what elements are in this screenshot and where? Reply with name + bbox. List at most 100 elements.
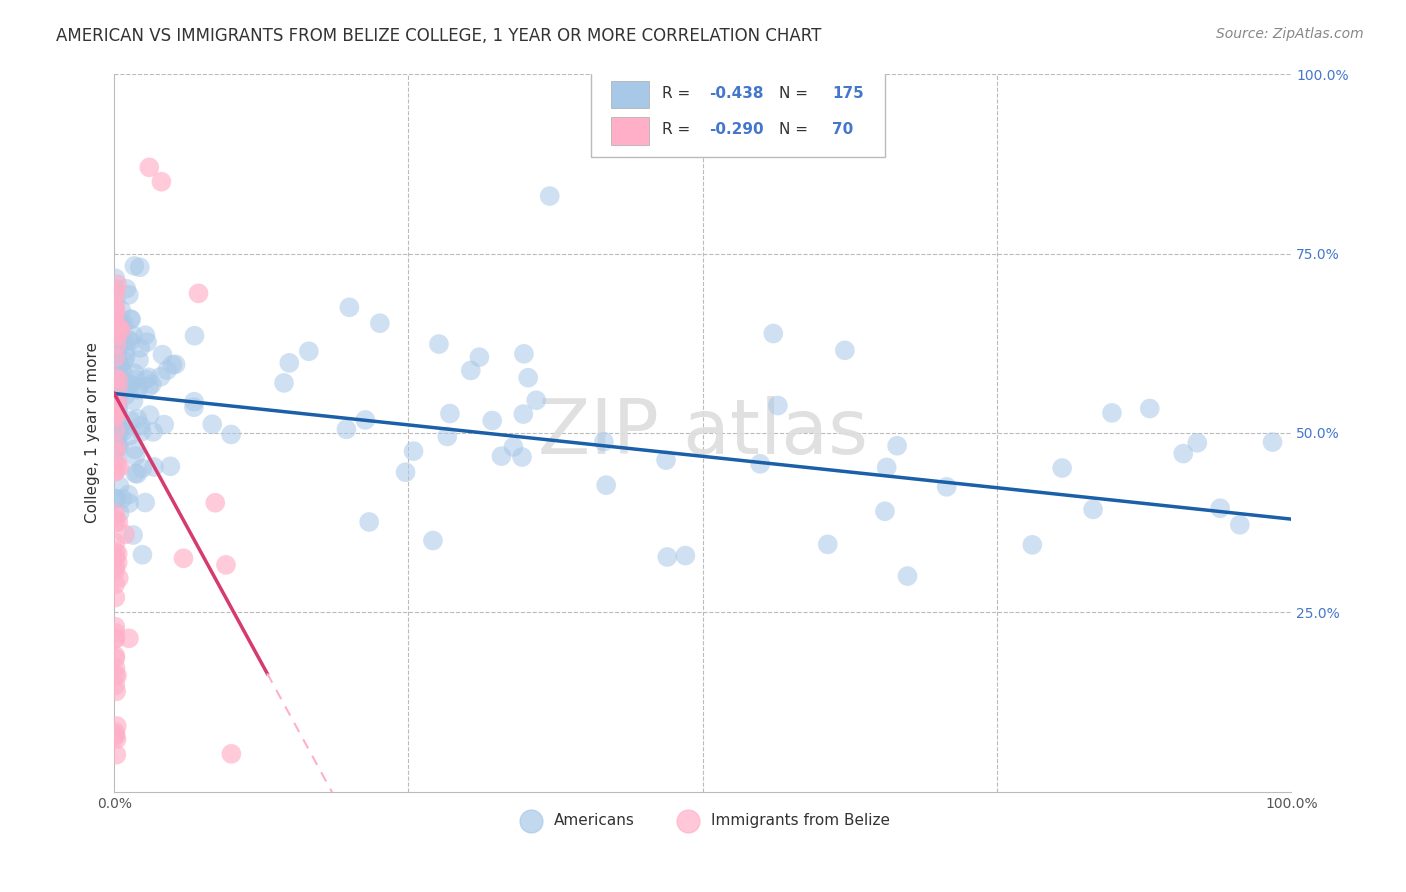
Point: [107, 402, 129, 417]
Point: [127, 380, 149, 394]
Point: [104, 660, 127, 674]
Point: [104, 377, 127, 392]
Point: [104, 434, 127, 449]
Point: [107, 372, 129, 386]
Text: 175: 175: [832, 86, 865, 101]
Point: [134, 495, 156, 509]
Point: [107, 515, 129, 529]
Point: [655, 453, 678, 467]
Point: [394, 465, 416, 479]
Point: [127, 411, 149, 425]
Point: [104, 314, 127, 328]
Point: [335, 422, 357, 436]
Point: [104, 442, 127, 456]
Point: [120, 312, 142, 326]
Point: [105, 351, 128, 365]
Point: [673, 549, 696, 563]
Point: [105, 426, 128, 441]
Point: [439, 407, 461, 421]
Point: [105, 320, 128, 334]
Point: [427, 337, 450, 351]
Point: [215, 558, 238, 572]
Point: [105, 378, 128, 392]
Point: [104, 409, 127, 424]
Point: [114, 349, 136, 363]
Point: [104, 669, 127, 683]
Point: [817, 537, 839, 551]
Point: [104, 511, 127, 525]
Point: [159, 459, 181, 474]
Point: [221, 747, 243, 761]
Point: [104, 535, 127, 549]
Legend: Americans, Immigrants from Belize: Americans, Immigrants from Belize: [509, 807, 896, 835]
Point: [104, 289, 127, 303]
Point: [131, 461, 153, 475]
Point: [120, 334, 142, 349]
Point: [105, 338, 128, 352]
Point: [104, 651, 127, 665]
Point: [122, 328, 145, 343]
Point: [298, 344, 321, 359]
Point: [104, 648, 127, 663]
Point: [104, 625, 127, 640]
Point: [935, 480, 957, 494]
Point: [108, 427, 131, 442]
Point: [104, 382, 127, 396]
Point: [104, 329, 127, 343]
Point: [104, 323, 127, 337]
Point: [138, 161, 160, 175]
Point: [512, 407, 534, 421]
Point: [129, 419, 152, 434]
Point: [172, 551, 194, 566]
Point: [104, 725, 127, 739]
Point: [117, 333, 139, 347]
Point: [105, 684, 128, 698]
Point: [105, 732, 128, 747]
Point: [117, 487, 139, 501]
Y-axis label: College, 1 year or more: College, 1 year or more: [86, 343, 100, 524]
FancyBboxPatch shape: [591, 67, 886, 157]
Point: [107, 401, 129, 416]
Point: [110, 361, 132, 376]
Point: [517, 370, 540, 384]
Point: [538, 189, 561, 203]
Point: [104, 320, 127, 334]
Point: [876, 460, 898, 475]
Point: [120, 312, 142, 326]
Point: [124, 442, 146, 457]
Text: N =: N =: [779, 86, 813, 101]
Point: [104, 388, 127, 402]
Point: [108, 385, 131, 400]
Point: [107, 342, 129, 356]
Point: [149, 369, 172, 384]
Point: [104, 413, 127, 427]
Point: [105, 324, 128, 338]
Point: [104, 351, 127, 365]
Point: [762, 326, 785, 341]
Point: [104, 632, 127, 646]
Point: [104, 282, 127, 296]
Point: [592, 434, 614, 449]
Point: [187, 286, 209, 301]
Point: [402, 444, 425, 458]
Point: [107, 571, 129, 585]
Point: [114, 388, 136, 402]
Point: [104, 544, 127, 558]
FancyBboxPatch shape: [612, 118, 648, 145]
Text: AMERICAN VS IMMIGRANTS FROM BELIZE COLLEGE, 1 YEAR OR MORE CORRELATION CHART: AMERICAN VS IMMIGRANTS FROM BELIZE COLLE…: [56, 27, 821, 45]
Point: [107, 556, 129, 570]
Point: [468, 350, 491, 364]
Point: [105, 318, 128, 332]
Point: [1187, 435, 1209, 450]
Point: [162, 358, 184, 372]
Text: Source: ZipAtlas.com: Source: ZipAtlas.com: [1216, 27, 1364, 41]
Point: [108, 333, 131, 347]
Point: [124, 259, 146, 273]
Point: [107, 394, 129, 409]
Text: 70: 70: [832, 122, 853, 137]
Point: [104, 433, 127, 447]
Point: [104, 359, 127, 373]
Point: [124, 449, 146, 463]
Point: [104, 362, 127, 376]
Point: [1209, 501, 1232, 516]
